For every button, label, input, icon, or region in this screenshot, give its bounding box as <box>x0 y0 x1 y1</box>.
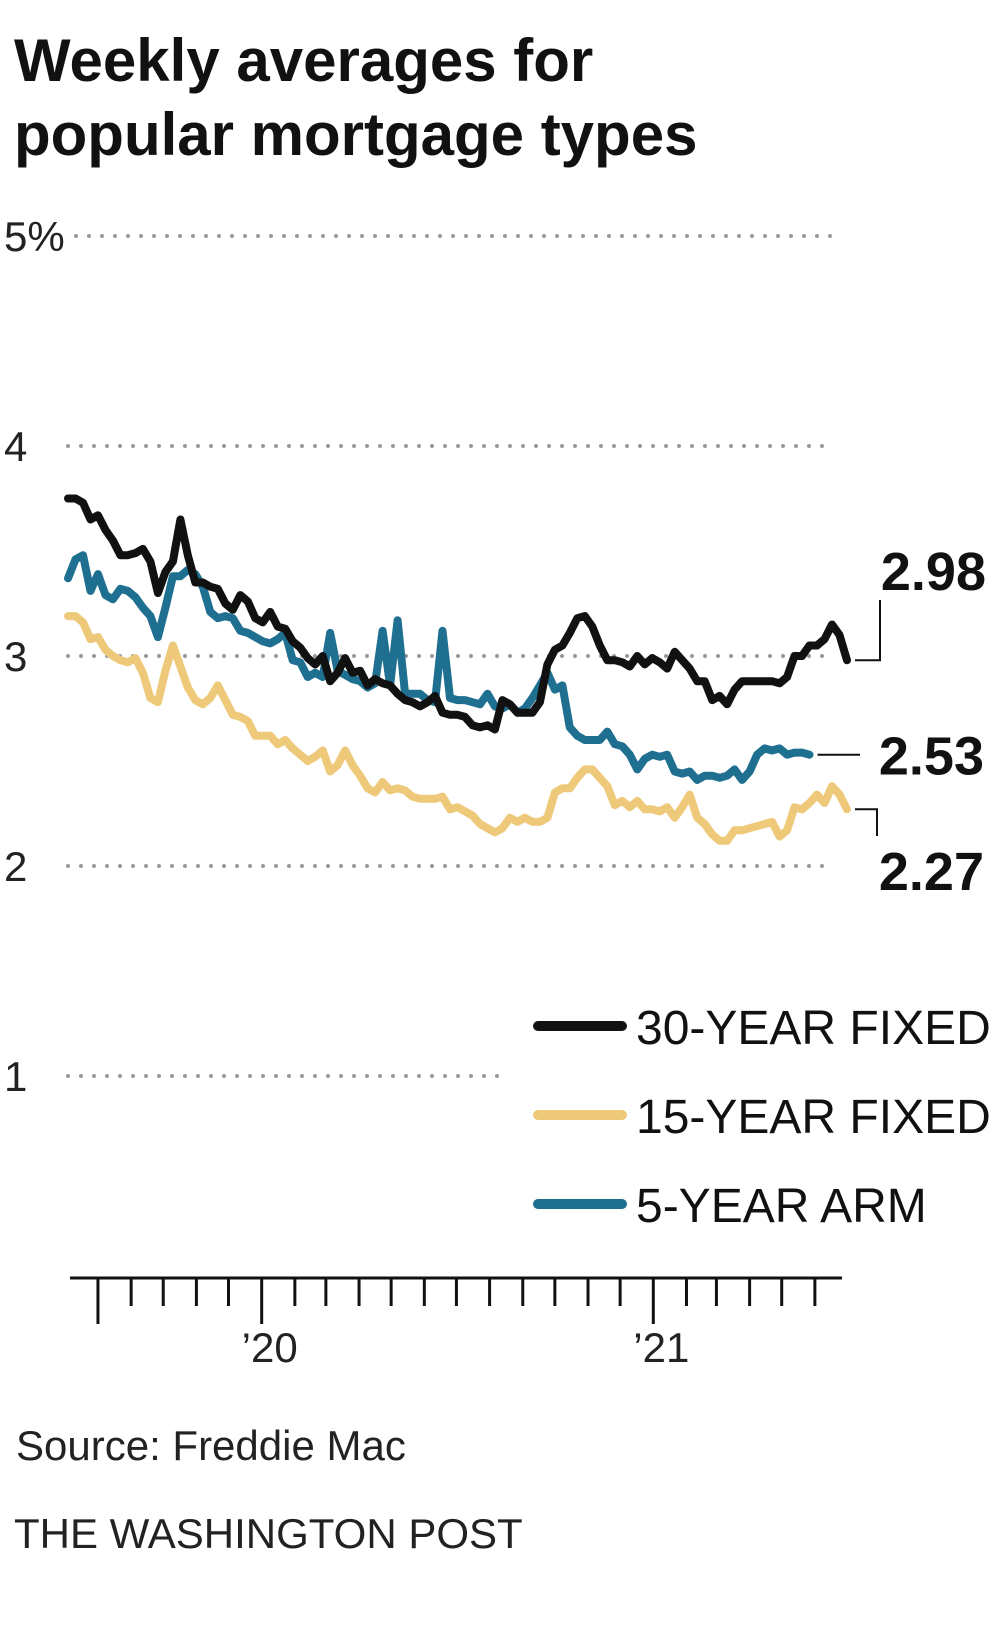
x-tick-label: ’21 <box>633 1324 689 1371</box>
leader-line <box>854 600 881 662</box>
publisher-credit: THE WASHINGTON POST <box>14 1510 523 1557</box>
x-tick-label: ’20 <box>242 1324 298 1371</box>
end-label-5-year-arm: 2.53 <box>879 727 984 787</box>
leader-line <box>854 808 878 836</box>
y-tick-label: 1 <box>4 1053 27 1100</box>
chart-title-line-2: popular mortgage types <box>14 101 698 168</box>
x-axis: ’20 ’21 <box>70 1276 842 1371</box>
chart-title: Weekly averages for popular mortgage typ… <box>14 24 974 172</box>
y-tick-label: 4 <box>4 423 27 470</box>
y-tick-label: 2 <box>4 843 27 890</box>
source-note: Source: Freddie Mac <box>16 1422 406 1469</box>
end-label-30-year: 2.98 <box>881 542 986 602</box>
y-axis-tick-labels: 5% 4 3 2 1 <box>4 213 65 1100</box>
chart-title-line-1: Weekly averages for <box>14 27 594 94</box>
legend-label: 30-YEAR FIXED <box>636 1002 991 1055</box>
y-tick-label: 3 <box>4 633 27 680</box>
end-label-15-year: 2.27 <box>879 842 984 902</box>
series-line-15-year-fixed <box>64 612 851 845</box>
legend-label: 15-YEAR FIXED <box>636 1091 991 1144</box>
gridlines <box>66 234 834 1078</box>
series-lines <box>64 494 851 845</box>
legend: 30-YEAR FIXED 15-YEAR FIXED 5-YEAR ARM <box>533 1002 991 1233</box>
series-line-30-year-fixed <box>64 494 851 734</box>
end-value-labels: 2.98 2.53 2.27 <box>817 542 986 902</box>
y-tick-label: 5% <box>4 213 65 260</box>
legend-label: 5-YEAR ARM <box>636 1180 927 1233</box>
